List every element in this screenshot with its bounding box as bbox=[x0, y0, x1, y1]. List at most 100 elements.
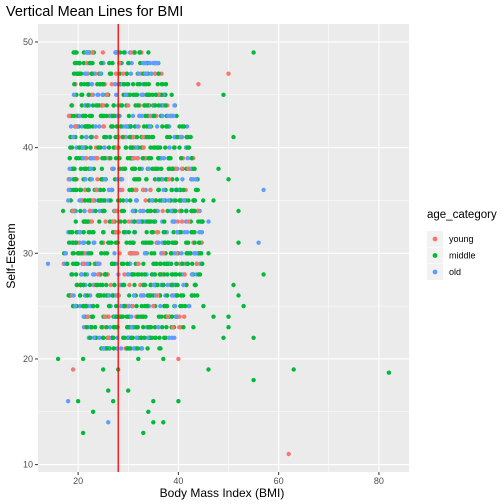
data-point bbox=[106, 240, 111, 245]
data-point bbox=[132, 219, 137, 224]
data-point bbox=[106, 145, 112, 150]
data-point bbox=[160, 124, 165, 129]
data-point bbox=[135, 325, 140, 330]
data-point bbox=[96, 145, 101, 150]
data-point bbox=[111, 335, 116, 340]
data-point bbox=[211, 198, 216, 203]
data-point bbox=[112, 82, 118, 87]
data-point bbox=[191, 325, 196, 330]
data-point bbox=[77, 230, 82, 235]
data-point bbox=[169, 272, 175, 277]
data-point bbox=[131, 156, 136, 161]
data-point bbox=[165, 272, 170, 277]
data-point bbox=[141, 145, 146, 150]
data-point bbox=[85, 293, 90, 298]
data-point bbox=[151, 219, 156, 224]
data-point bbox=[114, 230, 119, 235]
data-point bbox=[79, 103, 85, 108]
data-point bbox=[166, 335, 172, 340]
data-point bbox=[135, 156, 140, 161]
data-point bbox=[130, 145, 135, 150]
data-point bbox=[68, 177, 73, 182]
data-point bbox=[121, 208, 127, 214]
data-point bbox=[179, 251, 184, 256]
data-point bbox=[65, 261, 70, 266]
data-point bbox=[45, 261, 51, 266]
x-axis-title: Body Mass Index (BMI) bbox=[160, 486, 285, 500]
data-point bbox=[149, 230, 154, 235]
data-point bbox=[154, 261, 159, 266]
data-point bbox=[135, 346, 140, 351]
data-point bbox=[100, 282, 105, 288]
data-point bbox=[125, 346, 130, 351]
data-point bbox=[114, 92, 119, 98]
data-point bbox=[153, 198, 159, 203]
data-point bbox=[111, 145, 116, 150]
data-point bbox=[97, 335, 102, 340]
data-point bbox=[137, 82, 143, 87]
data-point bbox=[131, 166, 136, 171]
data-point bbox=[73, 50, 78, 55]
data-point bbox=[111, 399, 116, 404]
data-point bbox=[201, 303, 206, 309]
data-point bbox=[75, 399, 81, 404]
data-point bbox=[112, 282, 117, 288]
data-point bbox=[137, 166, 142, 171]
data-point bbox=[181, 198, 186, 203]
data-point bbox=[137, 113, 142, 119]
data-point bbox=[141, 208, 146, 214]
data-point bbox=[120, 177, 125, 182]
data-point bbox=[161, 420, 166, 425]
data-point bbox=[148, 145, 153, 150]
data-point bbox=[107, 293, 112, 298]
data-point bbox=[143, 251, 148, 256]
legend-swatch-old bbox=[432, 269, 438, 275]
data-point bbox=[82, 272, 88, 277]
data-point bbox=[81, 314, 86, 319]
data-point bbox=[134, 335, 139, 340]
data-point bbox=[169, 187, 174, 193]
data-point bbox=[126, 60, 131, 66]
data-point bbox=[130, 240, 136, 245]
data-point bbox=[78, 293, 83, 298]
data-point bbox=[130, 272, 135, 277]
data-point bbox=[100, 113, 106, 119]
data-point bbox=[149, 198, 155, 203]
data-point bbox=[113, 303, 119, 309]
data-point bbox=[175, 219, 180, 224]
data-point bbox=[91, 240, 97, 245]
data-point bbox=[88, 156, 94, 161]
data-point bbox=[130, 303, 136, 309]
data-point bbox=[90, 409, 96, 414]
data-point bbox=[77, 198, 82, 203]
data-point bbox=[151, 282, 156, 288]
data-point bbox=[182, 314, 187, 319]
data-point bbox=[189, 293, 195, 298]
data-point bbox=[170, 177, 175, 182]
data-point bbox=[171, 293, 176, 298]
data-point bbox=[107, 134, 113, 140]
data-point bbox=[142, 240, 148, 245]
data-point bbox=[67, 156, 73, 161]
data-point bbox=[161, 282, 166, 288]
data-point bbox=[149, 272, 155, 277]
data-point bbox=[145, 346, 150, 351]
data-point bbox=[155, 82, 160, 87]
data-point bbox=[66, 113, 72, 119]
data-point bbox=[172, 134, 177, 140]
data-point bbox=[126, 230, 132, 235]
data-point bbox=[185, 261, 191, 266]
data-point bbox=[55, 356, 61, 362]
data-point bbox=[143, 198, 148, 203]
data-point bbox=[101, 367, 106, 372]
data-point bbox=[104, 113, 109, 119]
data-point bbox=[174, 230, 180, 235]
data-point bbox=[134, 303, 139, 309]
data-point bbox=[81, 230, 86, 235]
data-point bbox=[111, 166, 116, 171]
data-point bbox=[144, 303, 150, 309]
data-point bbox=[221, 92, 226, 98]
data-point bbox=[161, 251, 166, 256]
data-point bbox=[141, 60, 146, 66]
